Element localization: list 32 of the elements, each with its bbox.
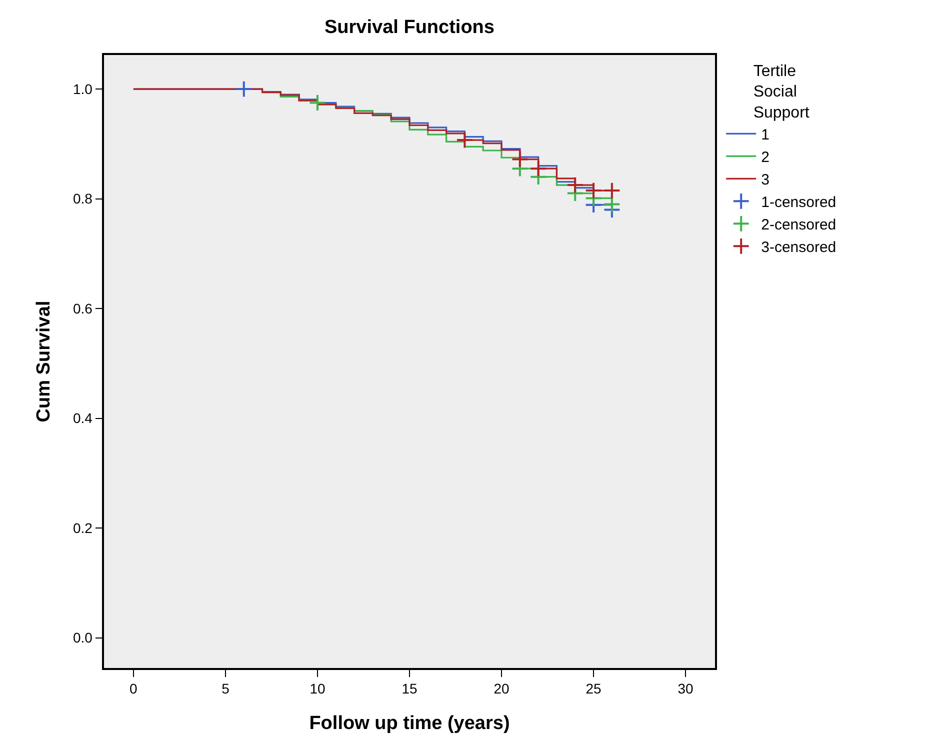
- x-tick-label: 10: [310, 680, 326, 697]
- y-tick-label: 1.0: [72, 80, 93, 97]
- point: [584, 182, 602, 200]
- y-axis-title: Cum Survival: [33, 300, 54, 422]
- legend-label: 3-censored: [761, 239, 836, 256]
- legend-label: 1: [761, 126, 770, 144]
- legend-label: 2: [761, 149, 770, 166]
- point: [308, 94, 326, 112]
- x-tick-label: 15: [402, 680, 418, 697]
- point: [603, 182, 621, 200]
- legend-title: Tertile Social Support: [753, 62, 810, 122]
- point: [511, 150, 529, 168]
- x-tick-label: 20: [494, 680, 510, 697]
- point: [530, 160, 548, 178]
- x-tick-label: 5: [222, 680, 230, 697]
- y-tick-label: 0.6: [72, 300, 93, 316]
- chart-title: Survival Functions: [324, 17, 494, 38]
- x-tick-label: 0: [130, 680, 138, 697]
- legend-label: 3: [761, 172, 770, 188]
- legend-label: 1-censored: [761, 194, 836, 211]
- point: [603, 196, 621, 213]
- point: [235, 80, 253, 98]
- y-tick-label: 0.2: [72, 520, 93, 536]
- y-tick-label: 0.4: [72, 410, 93, 426]
- y-tick-label: 0.8: [72, 190, 93, 207]
- y-tick-label: 0.0: [72, 630, 93, 646]
- point: [566, 176, 584, 194]
- legend-label: 2-censored: [761, 216, 836, 234]
- x-tick-label: 25: [586, 680, 602, 697]
- point: [456, 131, 474, 149]
- x-tick-label: 30: [678, 680, 694, 697]
- x-axis-title: Follow up time (years): [309, 712, 510, 734]
